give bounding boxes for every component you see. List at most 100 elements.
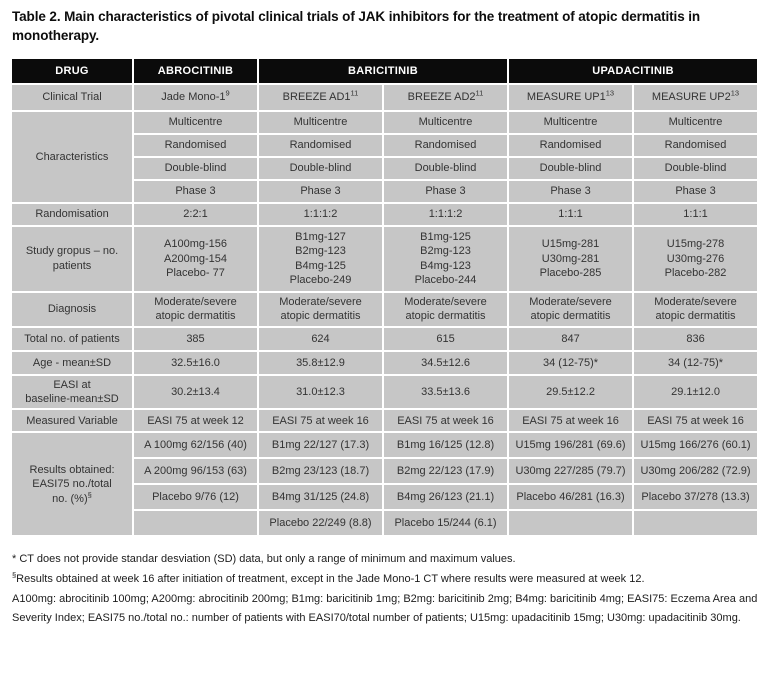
row-label-measured-variable: Measured Variable xyxy=(12,410,132,432)
table-cell: Placebo 46/281 (16.3) xyxy=(509,485,633,510)
table-cell: Moderate/severe atopic dermatitis xyxy=(134,292,257,326)
trial-name: MEASURE UP1 xyxy=(526,91,606,104)
row-age: Age - mean±SD 32.5±16.0 35.8±12.9 34.5±1… xyxy=(12,351,758,374)
trial-name: Jade Mono-1 xyxy=(161,91,226,104)
trial-name: BREEZE AD2 xyxy=(407,91,476,104)
trial-name: BREEZE AD1 xyxy=(282,91,351,104)
table-cell: BREEZE AD211 xyxy=(384,84,508,110)
table-cell: U30mg 227/285 (79.7) xyxy=(509,459,633,484)
table-cell: Moderate/severe atopic dermatitis xyxy=(259,292,382,326)
table-cell: MEASURE UP213 xyxy=(634,84,758,110)
table-cell: Multicentre xyxy=(259,111,382,133)
table-cell: 29.1±12.0 xyxy=(634,375,758,409)
table-cell: Randomised xyxy=(634,134,758,156)
table-cell: B2mg 23/123 (18.7) xyxy=(259,459,382,484)
table-cell: 385 xyxy=(134,327,257,350)
trial-name: MEASURE UP2 xyxy=(651,91,731,104)
table-cell: EASI 75 at week 16 xyxy=(259,410,382,432)
table-cell: Double-blind xyxy=(634,157,758,179)
reference-superscript: 11 xyxy=(350,88,359,98)
header-row: DRUG ABROCITINIB BARICITINIB UPADACITINI… xyxy=(12,58,758,83)
row-label-age: Age - mean±SD xyxy=(12,351,132,374)
row-easi-baseline: EASI at baseline-mean±SD 30.2±13.4 31.0±… xyxy=(12,375,758,409)
row-results-3: Placebo 9/76 (12) B4mg 31/125 (24.8) B4m… xyxy=(12,485,758,510)
row-diagnosis: Diagnosis Moderate/severe atopic dermati… xyxy=(12,292,758,326)
results-label-text: Results obtained: EASI75 no./total no. (… xyxy=(29,463,115,505)
table-cell: Placebo 9/76 (12) xyxy=(134,485,257,510)
table-cell: Jade Mono-19 xyxy=(134,84,257,110)
table-cell: 30.2±13.4 xyxy=(134,375,257,409)
table-cell: 615 xyxy=(384,327,508,350)
table-cell: A 200mg 96/153 (63) xyxy=(134,459,257,484)
footnote-text: A100mg: abrocitinib 100mg; A200mg: abroc… xyxy=(12,593,758,625)
table-cell: B1mg-125 B2mg-123 B4mg-123 Placebo-244 xyxy=(384,226,508,291)
header-cell-upadacitinib: UPADACITINIB xyxy=(509,58,758,83)
row-label-easi-baseline: EASI at baseline-mean±SD xyxy=(12,375,132,409)
table-cell: 31.0±12.3 xyxy=(259,375,382,409)
table-cell: B4mg 31/125 (24.8) xyxy=(259,485,382,510)
table-cell: Randomised xyxy=(384,134,508,156)
table-cell: EASI 75 at week 12 xyxy=(134,410,257,432)
table-cell xyxy=(509,511,633,536)
table-cell: Double-blind xyxy=(384,157,508,179)
row-label-clinical-trial: Clinical Trial xyxy=(12,84,132,110)
row-clinical-trial: Clinical Trial Jade Mono-19 BREEZE AD111… xyxy=(12,84,758,110)
table-cell: U15mg-278 U30mg-276 Placebo-282 xyxy=(634,226,758,291)
table-cell: U15mg 166/276 (60.1) xyxy=(634,433,758,458)
row-results-4: Placebo 22/249 (8.8) Placebo 15/244 (6.1… xyxy=(12,511,758,536)
table-cell: Placebo 37/278 (13.3) xyxy=(634,485,758,510)
row-characteristics-3: Double-blind Double-blind Double-blind D… xyxy=(12,157,758,179)
table-cell: 29.5±12.2 xyxy=(509,375,633,409)
clinical-trials-table: DRUG ABROCITINIB BARICITINIB UPADACITINI… xyxy=(10,57,759,538)
row-label-randomisation: Randomisation xyxy=(12,203,132,225)
row-characteristics-4: Phase 3 Phase 3 Phase 3 Phase 3 Phase 3 xyxy=(12,180,758,202)
table-cell: Moderate/severe atopic dermatitis xyxy=(509,292,633,326)
row-label-study-groups: Study gropus – no. patients xyxy=(12,226,132,291)
table-cell xyxy=(134,511,257,536)
row-study-groups: Study gropus – no. patients A100mg-156 A… xyxy=(12,226,758,291)
footnote-text: Results obtained at week 16 after initia… xyxy=(16,573,645,586)
reference-superscript: 9 xyxy=(225,88,230,98)
row-label-total-patients: Total no. of patients xyxy=(12,327,132,350)
page: Table 2. Main characteristics of pivotal… xyxy=(10,9,760,628)
table-cell: 35.8±12.9 xyxy=(259,351,382,374)
table-cell: Double-blind xyxy=(509,157,633,179)
table-cell: EASI 75 at week 16 xyxy=(509,410,633,432)
table-cell: Phase 3 xyxy=(384,180,508,202)
table-cell: A 100mg 62/156 (40) xyxy=(134,433,257,458)
table-cell: 33.5±13.6 xyxy=(384,375,508,409)
table-cell: 2:2:1 xyxy=(134,203,257,225)
table-cell: 34 (12-75)* xyxy=(634,351,758,374)
table-cell: Phase 3 xyxy=(634,180,758,202)
table-cell: Randomised xyxy=(134,134,257,156)
table-cell: B2mg 22/123 (17.9) xyxy=(384,459,508,484)
table-cell: Moderate/severe atopic dermatitis xyxy=(634,292,758,326)
table-cell: Phase 3 xyxy=(509,180,633,202)
footnote-text: * CT does not provide standar desviation… xyxy=(12,553,516,566)
table-cell: Double-blind xyxy=(134,157,257,179)
table-cell: U15mg 196/281 (69.6) xyxy=(509,433,633,458)
footnote-section: §Results obtained at week 16 after initi… xyxy=(12,570,760,589)
table-cell: Multicentre xyxy=(134,111,257,133)
table-title: Table 2. Main characteristics of pivotal… xyxy=(12,9,701,43)
table-cell: 1:1:1 xyxy=(634,203,758,225)
reference-superscript: 13 xyxy=(730,88,740,98)
table-cell: EASI 75 at week 16 xyxy=(634,410,758,432)
header-cell-abrocitinib: ABROCITINIB xyxy=(134,58,257,83)
table-cell: 34 (12-75)* xyxy=(509,351,633,374)
row-characteristics-2: Randomised Randomised Randomised Randomi… xyxy=(12,134,758,156)
row-label-characteristics: Characteristics xyxy=(12,111,132,202)
row-results-2: A 200mg 96/153 (63) B2mg 23/123 (18.7) B… xyxy=(12,459,758,484)
row-results-1: Results obtained: EASI75 no./total no. (… xyxy=(12,433,758,536)
row-label-results: Results obtained: EASI75 no./total no. (… xyxy=(12,433,132,536)
row-randomisation: Randomisation 2:2:1 1:1:1:2 1:1:1:2 1:1:… xyxy=(12,203,758,225)
footnote-asterisk: * CT does not provide standar desviation… xyxy=(12,550,760,569)
footnote-marker: § xyxy=(12,570,17,580)
table-cell: MEASURE UP113 xyxy=(509,84,633,110)
footnote-abbreviations: A100mg: abrocitinib 100mg; A200mg: abroc… xyxy=(12,590,760,628)
table-cell: Multicentre xyxy=(634,111,758,133)
table-cell: 32.5±16.0 xyxy=(134,351,257,374)
table-cell: 836 xyxy=(634,327,758,350)
footnotes: * CT does not provide standar desviation… xyxy=(12,550,760,628)
header-cell-drug: DRUG xyxy=(12,58,132,83)
